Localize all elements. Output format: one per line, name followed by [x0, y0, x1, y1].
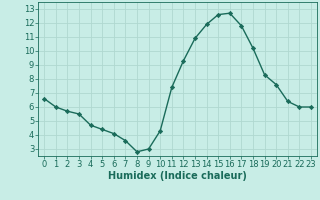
X-axis label: Humidex (Indice chaleur): Humidex (Indice chaleur) [108, 171, 247, 181]
